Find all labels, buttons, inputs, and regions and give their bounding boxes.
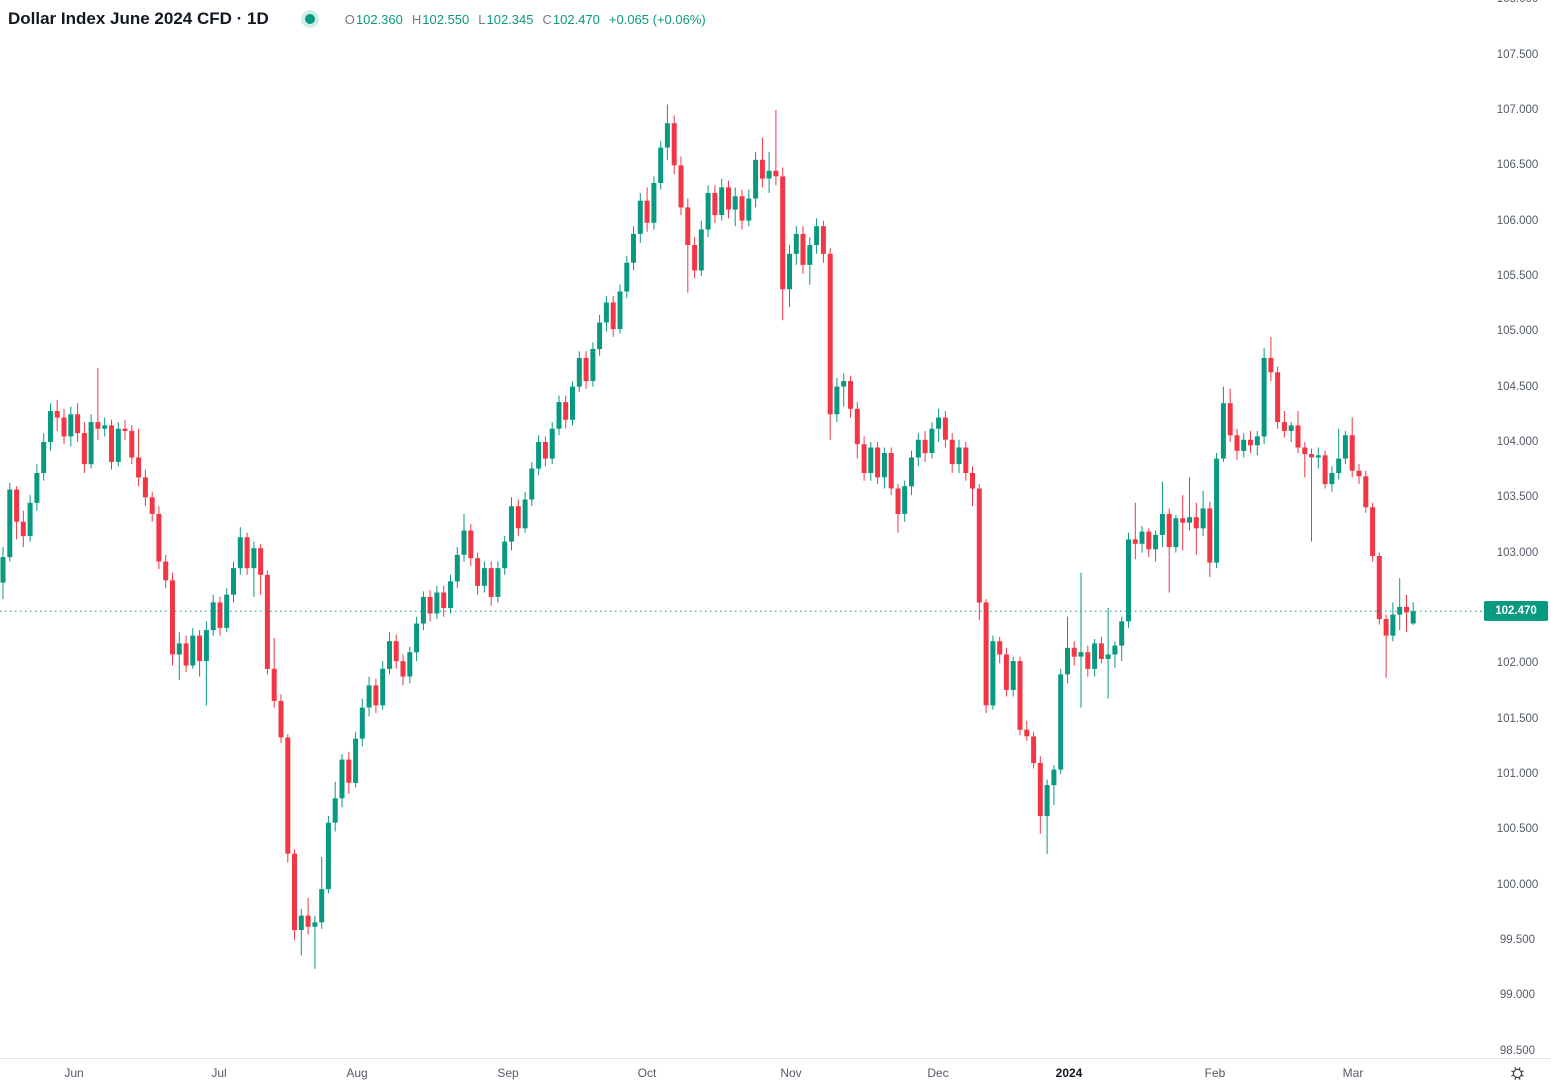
price-axis-label: 105.500 (1496, 270, 1539, 282)
price-axis-label: 104.000 (1496, 436, 1539, 448)
price-axis-label: 103.500 (1496, 491, 1539, 504)
price-axis-label: 104.500 (1496, 380, 1539, 393)
time-axis-label-2024: 2024 (1055, 1066, 1083, 1080)
time-axis-label-aug: Aug (346, 1066, 368, 1080)
time-axis-label-oct: Oct (637, 1066, 657, 1080)
change-value: +0.065 (+0.06%) (608, 11, 706, 27)
price-axis-label: 99.500 (1499, 934, 1536, 946)
time-axis[interactable]: Jun Jul Aug Sep Oct Nov Dec 2024 Feb Mar (0, 1058, 1551, 1087)
price-axis-label: 106.000 (1496, 214, 1539, 227)
current-price-badge: 102.470 (1484, 601, 1548, 622)
price-axis-label: 102.000 (1496, 657, 1539, 670)
price-axis-label: 100.000 (1496, 878, 1539, 891)
time-axis-label-feb: Feb (1204, 1066, 1226, 1080)
price-axis-label: 108.000 (1484, 0, 1551, 5)
time-axis-label-nov: Nov (780, 1066, 802, 1080)
time-axis-label-jul: Jul (211, 1066, 227, 1080)
time-axis-label-mar: Mar (1342, 1066, 1364, 1080)
gear-icon (1510, 1066, 1524, 1080)
chart-pane[interactable] (0, 0, 1484, 1058)
price-axis-label: 107.500 (1496, 48, 1539, 61)
price-axis-label: 98.500 (1499, 1044, 1536, 1057)
price-axis-label: 101.500 (1496, 712, 1539, 725)
close-value: 102.470 (552, 11, 600, 27)
candlestick-series[interactable] (0, 0, 1484, 1058)
low-label: L (478, 11, 486, 27)
time-axis-label-jun: Jun (64, 1066, 84, 1080)
symbol-title[interactable]: Dollar Index June 2024 CFD · 1D (8, 9, 269, 28)
price-axis-label: 101.000 (1496, 768, 1539, 780)
price-axis-label: 107.000 (1496, 104, 1539, 116)
market-status-dot-icon[interactable] (304, 14, 315, 24)
open-label: O (344, 11, 355, 27)
ohlc-legend: O 102.360 H 102.550 L 102.345 C 102.470 … (345, 12, 706, 27)
price-axis-label: 103.000 (1496, 546, 1539, 559)
time-axis-label-dec: Dec (927, 1066, 949, 1080)
chart-header: Dollar Index June 2024 CFD · 1D O 102.36… (8, 6, 706, 32)
price-axis-label: 105.000 (1496, 325, 1539, 338)
close-label: C (542, 11, 552, 27)
settings-button[interactable] (1505, 1062, 1529, 1084)
price-axis-label: 100.500 (1496, 823, 1539, 836)
price-axis-label: 99.000 (1499, 989, 1536, 1002)
high-value: 102.550 (422, 11, 470, 27)
high-label: H (411, 11, 422, 27)
open-value: 102.360 (355, 11, 403, 27)
time-axis-label-sep: Sep (497, 1066, 519, 1080)
price-axis-label: 106.500 (1496, 159, 1539, 172)
price-axis[interactable]: 108.000 107.500 107.000 106.500 106.000 105.5… (1484, 0, 1551, 1058)
low-value: 102.345 (486, 11, 534, 27)
